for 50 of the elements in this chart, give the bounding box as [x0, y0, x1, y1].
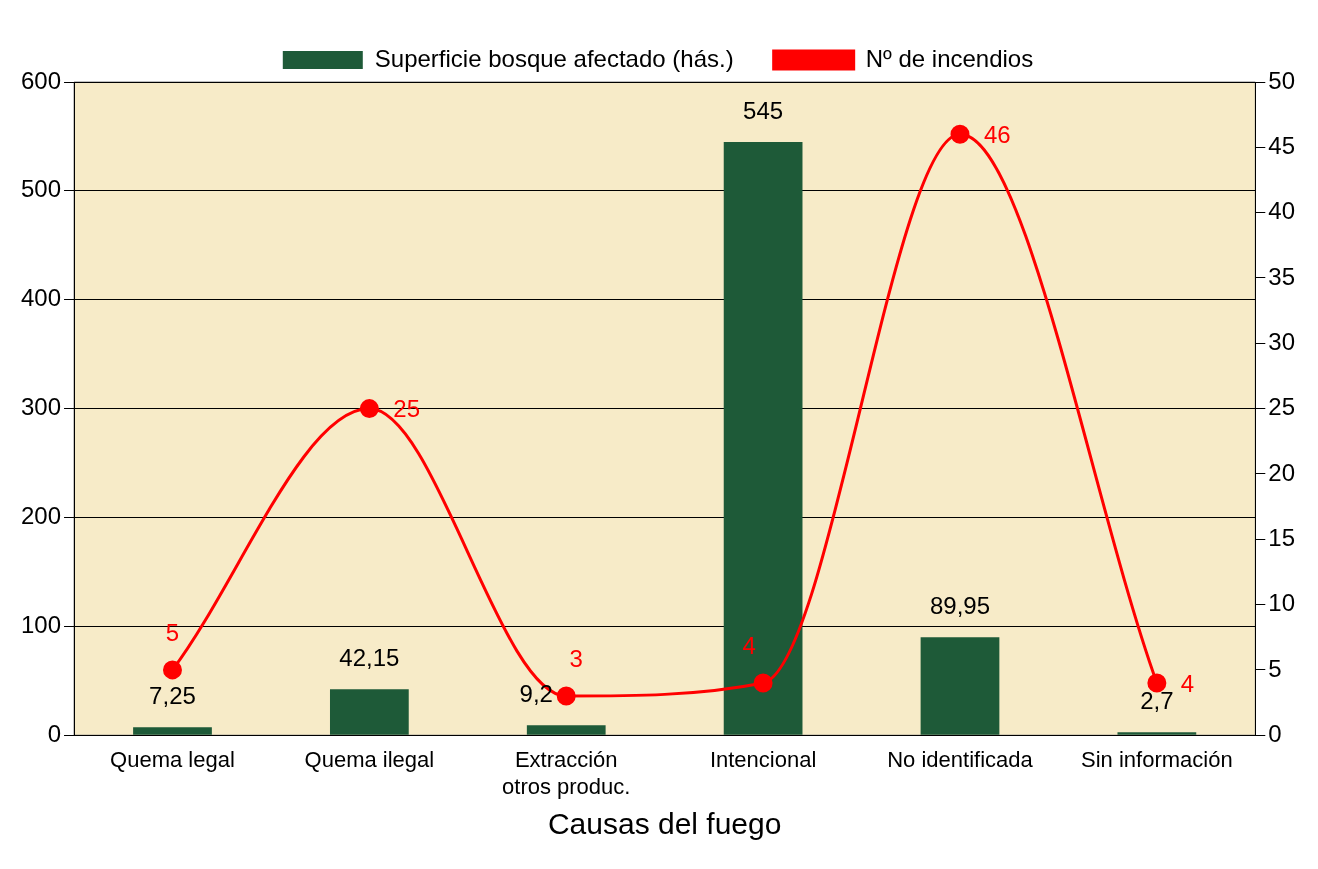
data-label: 3 — [569, 644, 583, 672]
point — [359, 399, 379, 419]
bar — [329, 689, 409, 735]
x-tick-label: Quema ilegal — [304, 747, 435, 773]
bar — [723, 141, 803, 735]
y-tick-label: 200 — [21, 502, 62, 530]
y2-tick-label: 0 — [1268, 719, 1282, 747]
data-label: 46 — [983, 120, 1011, 148]
y2-tick-label: 25 — [1268, 393, 1296, 421]
y2-tick-label: 15 — [1268, 523, 1296, 551]
y-tick-label: 300 — [21, 393, 62, 421]
y2-tick-label: 20 — [1268, 458, 1296, 486]
x-tick-label: Sin información — [1081, 747, 1233, 773]
x-axis-title: Causas del fuego — [547, 807, 782, 841]
x-tick-label: Quema legal — [110, 747, 235, 773]
y2-tick-label: 30 — [1268, 327, 1296, 355]
y2-tick-label: 5 — [1268, 654, 1282, 682]
point — [753, 673, 773, 693]
data-label: 5 — [165, 618, 180, 646]
y-tick-label: 600 — [21, 66, 62, 94]
bar — [920, 637, 1000, 735]
data-label: 545 — [743, 96, 784, 124]
bar — [133, 727, 212, 735]
legend-label: Superficie bosque afectado (hás.) — [374, 44, 734, 72]
x-tick-label: Intencional — [709, 747, 817, 773]
y-tick-label: 0 — [47, 719, 62, 747]
data-label: 9,2 — [519, 679, 553, 707]
y2-tick-label: 10 — [1268, 589, 1296, 617]
data-label: 4 — [1180, 669, 1195, 697]
point — [950, 124, 970, 144]
data-label: 42,15 — [339, 643, 400, 671]
bar — [526, 725, 606, 735]
y2-tick-label: 45 — [1268, 131, 1296, 159]
data-label: 2,7 — [1140, 686, 1174, 714]
y-tick-label: 400 — [21, 284, 62, 312]
data-label: 4 — [742, 631, 756, 659]
data-label: 89,95 — [929, 591, 991, 619]
y2-tick-label: 50 — [1268, 66, 1296, 94]
y2-tick-label: 40 — [1268, 197, 1296, 225]
point — [162, 660, 182, 680]
legend-label: Nº de incendios — [865, 44, 1034, 72]
y-tick-label: 100 — [21, 610, 62, 638]
point — [1147, 673, 1167, 693]
y2-tick-label: 35 — [1268, 262, 1296, 290]
bar — [1117, 732, 1197, 735]
x-tick-label: No identificada — [887, 747, 1034, 773]
data-label: 7,25 — [149, 681, 196, 709]
y-tick-label: 500 — [21, 175, 62, 203]
point — [556, 686, 576, 706]
x-tick-label: Extracción otros produc. — [502, 747, 631, 799]
